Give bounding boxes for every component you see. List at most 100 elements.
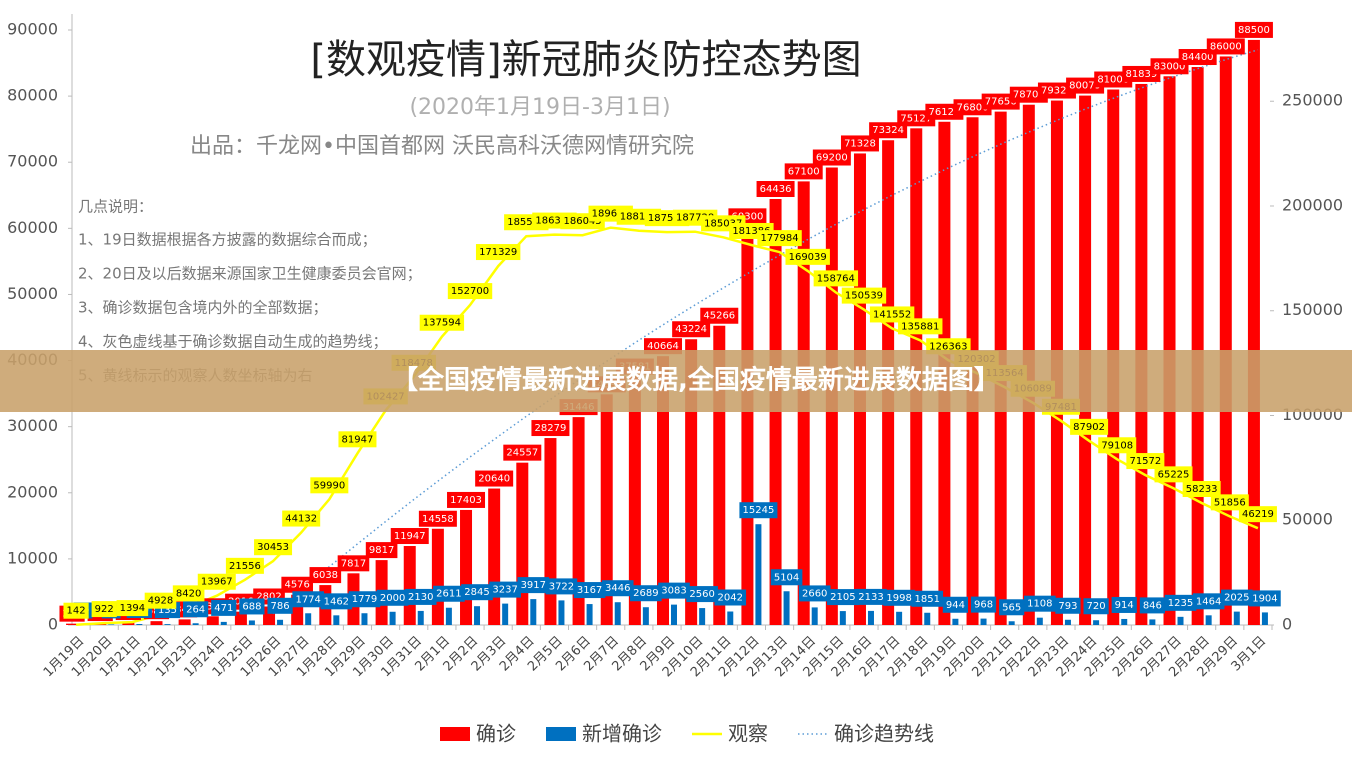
data-label: 6038 bbox=[313, 570, 338, 581]
data-label: 471 bbox=[214, 603, 233, 614]
data-label: 158764 bbox=[817, 273, 855, 284]
data-label-box bbox=[461, 584, 493, 601]
legend-label: 观察 bbox=[728, 722, 768, 746]
legend-label: 确诊趋势线 bbox=[834, 722, 934, 746]
data-label: 44132 bbox=[285, 514, 317, 525]
bar bbox=[108, 624, 115, 625]
bar bbox=[1233, 611, 1240, 625]
data-label: 81839 bbox=[1125, 69, 1157, 80]
data-label-box bbox=[883, 589, 915, 606]
y-tick-label: 0 bbox=[48, 615, 58, 634]
data-label-box bbox=[630, 585, 662, 602]
bar bbox=[657, 356, 669, 625]
bar bbox=[699, 608, 706, 625]
data-label-box bbox=[390, 528, 429, 545]
data-label: 17403 bbox=[450, 495, 482, 506]
bar bbox=[164, 624, 171, 625]
data-label-box bbox=[1070, 418, 1109, 435]
data-label-box bbox=[197, 573, 236, 590]
data-label: 9817 bbox=[369, 545, 394, 556]
data-label-box bbox=[855, 588, 887, 605]
data-label: 1998 bbox=[886, 593, 911, 604]
data-label-box bbox=[310, 477, 349, 494]
data-label: 73324 bbox=[872, 125, 904, 136]
data-label: 88500 bbox=[1238, 25, 1270, 36]
data-label: 87902 bbox=[1073, 422, 1105, 433]
data-label-box bbox=[419, 314, 465, 331]
data-label: 3917 bbox=[521, 580, 546, 591]
data-label: 75127 bbox=[900, 113, 932, 124]
data-label: 3722 bbox=[549, 581, 574, 592]
data-label-box bbox=[1139, 597, 1165, 614]
bar bbox=[572, 417, 585, 625]
data-label: 28279 bbox=[535, 423, 567, 434]
data-label: 1108 bbox=[1027, 599, 1052, 610]
data-label: 3446 bbox=[605, 583, 630, 594]
y2-tick-label: 0 bbox=[1282, 615, 1292, 634]
bar bbox=[234, 611, 247, 625]
data-label: 2560 bbox=[689, 589, 714, 600]
data-label: 13967 bbox=[201, 577, 233, 588]
data-label: 2802 bbox=[256, 591, 281, 602]
data-label: 5104 bbox=[774, 572, 799, 583]
data-label: 1774 bbox=[295, 594, 320, 605]
data-label: 86000 bbox=[1210, 41, 1242, 52]
note: 3、确诊数据包含境内外的全部数据； bbox=[78, 299, 328, 317]
data-label-box bbox=[338, 431, 377, 448]
note: 4、灰色虚线基于确诊数据自动生成的趋势线； bbox=[78, 333, 388, 351]
data-label: 688 bbox=[242, 601, 261, 612]
bar bbox=[1205, 615, 1212, 625]
data-label: 171329 bbox=[479, 247, 517, 258]
bar bbox=[896, 611, 903, 625]
data-label-box bbox=[672, 321, 711, 338]
data-label: 2042 bbox=[718, 593, 743, 604]
data-label-box bbox=[757, 230, 802, 247]
data-label-box bbox=[376, 589, 409, 606]
data-label: 720 bbox=[1087, 601, 1106, 612]
line bbox=[76, 226, 1259, 626]
data-label: 185555 bbox=[507, 217, 545, 228]
bar bbox=[1008, 621, 1015, 625]
data-label-box bbox=[1098, 437, 1137, 454]
data-label-box bbox=[785, 248, 830, 265]
data-label: 185037 bbox=[704, 218, 742, 229]
y2-tick-label: 200000 bbox=[1282, 195, 1343, 214]
data-label: 46219 bbox=[1242, 509, 1274, 520]
data-label-box bbox=[116, 600, 149, 617]
data-label-box bbox=[827, 589, 859, 606]
data-label-box bbox=[489, 581, 521, 598]
bar bbox=[783, 591, 790, 625]
data-label: 2130 bbox=[408, 592, 433, 603]
data-label-box bbox=[1024, 595, 1056, 612]
y2-tick-label: 50000 bbox=[1282, 510, 1333, 529]
data-label-box bbox=[1249, 590, 1281, 607]
note: 1、19日数据根据各方披露的数据综合而成； bbox=[78, 231, 377, 249]
source: 出品：千龙网•中国首都网 沃民高科沃德网情研究院 bbox=[190, 134, 694, 159]
data-label-box bbox=[840, 135, 879, 152]
data-label: 1464 bbox=[1196, 596, 1221, 607]
data-label: 187728 bbox=[676, 213, 714, 224]
data-label-box bbox=[841, 287, 887, 304]
data-label: 968 bbox=[974, 600, 993, 611]
bar bbox=[600, 394, 613, 625]
data-label-box bbox=[813, 270, 859, 287]
bar bbox=[980, 618, 987, 625]
data-label: 2025 bbox=[1224, 593, 1249, 604]
bar bbox=[1149, 619, 1156, 625]
data-label-box bbox=[1182, 480, 1221, 497]
data-label-box bbox=[447, 283, 493, 300]
data-label-box bbox=[267, 597, 293, 614]
data-label-box bbox=[281, 576, 313, 593]
data-label: 793 bbox=[1058, 601, 1077, 612]
data-label-box bbox=[475, 470, 514, 487]
data-label: 15245 bbox=[743, 505, 775, 516]
data-label: 7817 bbox=[341, 558, 366, 569]
data-label-box bbox=[1220, 589, 1253, 606]
data-label: 81000 bbox=[1097, 75, 1129, 86]
bar bbox=[1191, 67, 1204, 626]
bar bbox=[488, 488, 501, 625]
data-label: 3237 bbox=[492, 585, 517, 596]
bar bbox=[474, 606, 481, 625]
bar bbox=[403, 546, 416, 625]
